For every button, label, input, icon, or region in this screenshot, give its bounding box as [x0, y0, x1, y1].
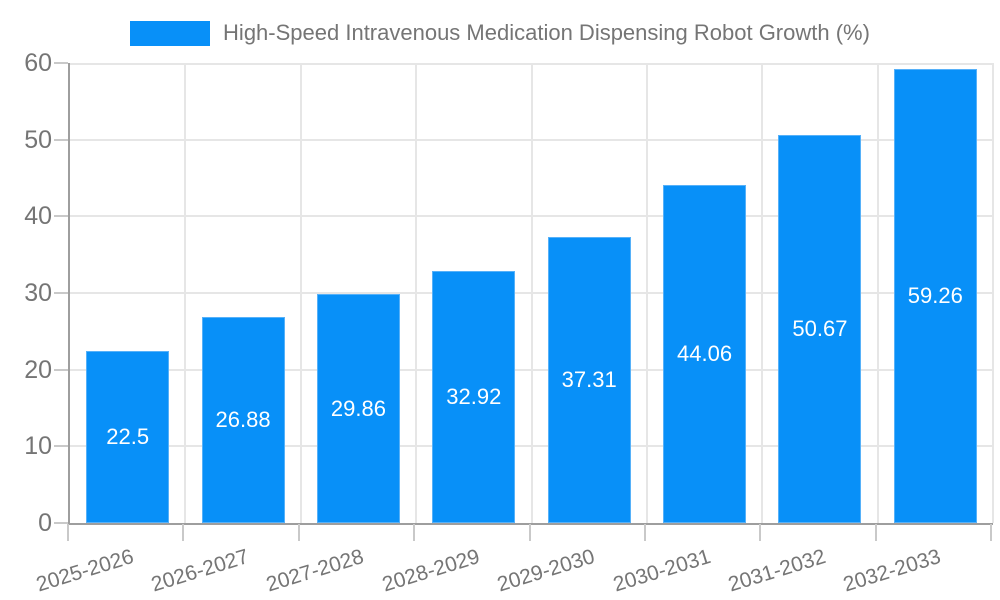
bar[interactable]: 26.88 — [201, 316, 285, 523]
v-gridline — [645, 63, 648, 523]
bar[interactable]: 44.06 — [663, 185, 747, 523]
bar-data-label: 44.06 — [677, 341, 733, 367]
y-axis-label: 0 — [38, 509, 52, 537]
y-axis-tick — [54, 445, 68, 448]
bar-data-label: 32.92 — [446, 383, 502, 409]
y-axis-tick — [54, 62, 68, 64]
x-axis-tick — [413, 524, 416, 541]
bar-data-label: 29.86 — [330, 395, 386, 421]
y-axis-tick — [54, 292, 68, 294]
legend-swatch — [130, 20, 211, 46]
legend[interactable]: High-Speed Intravenous Medication Dispen… — [0, 20, 1000, 46]
bar-data-label: 26.88 — [215, 406, 271, 432]
legend-label: High-Speed Intravenous Medication Dispen… — [223, 20, 870, 45]
x-axis-tick — [759, 524, 762, 541]
y-axis-label: 10 — [24, 432, 52, 461]
y-axis-label: 40 — [24, 202, 52, 231]
v-gridline — [876, 63, 879, 523]
bar[interactable]: 59.26 — [893, 68, 977, 523]
v-gridline — [184, 63, 187, 523]
bar[interactable]: 32.92 — [432, 270, 516, 523]
y-axis-label: 50 — [24, 125, 52, 154]
x-axis-tick — [643, 524, 646, 541]
y-axis-tick — [54, 138, 68, 141]
plot-area: 22.5 26.88 29.86 32.92 37.31 44.06 50.67 59.26 — [68, 63, 994, 525]
x-axis-tick — [528, 524, 531, 541]
y-axis-label: 60 — [24, 49, 52, 77]
v-gridline — [299, 63, 302, 523]
y-axis-tick — [54, 215, 68, 218]
bar-data-label: 59.26 — [907, 282, 963, 308]
y-axis-tick — [54, 522, 68, 524]
bar[interactable]: 29.86 — [316, 294, 400, 523]
bar-data-label: 22.5 — [106, 423, 150, 449]
x-axis-tick — [990, 524, 992, 541]
x-axis-tick — [297, 524, 300, 541]
v-gridline — [761, 63, 764, 523]
v-gridline — [530, 63, 533, 523]
v-gridline — [992, 63, 994, 523]
bar[interactable]: 22.5 — [86, 350, 170, 523]
bar-data-label: 50.67 — [792, 315, 848, 341]
bar[interactable]: 37.31 — [547, 236, 631, 523]
x-axis-tick — [874, 524, 877, 541]
x-axis-tick — [67, 524, 69, 541]
x-axis-tick — [182, 524, 185, 541]
y-axis-tick — [54, 368, 68, 371]
bar-data-label: 37.31 — [561, 366, 617, 392]
y-axis-label: 20 — [24, 355, 52, 384]
y-axis-label: 30 — [24, 279, 52, 307]
v-gridline — [415, 63, 418, 523]
bar[interactable]: 50.67 — [778, 134, 862, 523]
